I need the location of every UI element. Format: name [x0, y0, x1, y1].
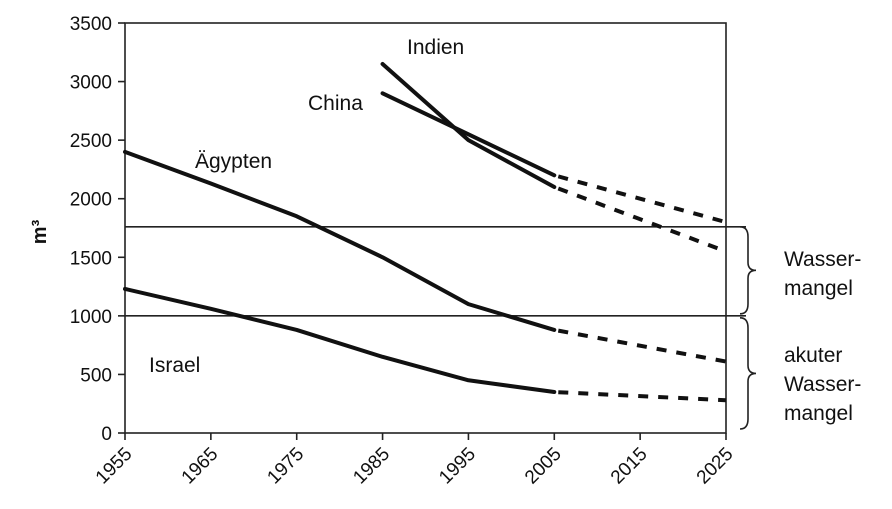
y-tick-label: 3500	[70, 14, 112, 35]
series-labels: Indien China Ägypten Israel	[149, 36, 464, 377]
x-tick-label: 2025	[693, 444, 738, 489]
brace-acute-water-shortage	[739, 317, 757, 430]
series-line-israel	[123, 286, 557, 394]
series-projection-china	[557, 174, 727, 225]
y-tick-label: 0	[101, 424, 112, 445]
y-tick-label: 500	[80, 365, 112, 386]
y-tick-label: 2500	[70, 131, 112, 152]
threshold-lines	[125, 226, 746, 317]
series-line-indien	[380, 62, 557, 189]
brace-water-shortage	[739, 226, 757, 315]
y-tick-label: 3000	[70, 73, 112, 94]
series-label-israel: Israel	[149, 354, 200, 377]
series-projection-gypten	[557, 328, 727, 364]
x-tick-label: 1985	[349, 444, 394, 489]
annotation-water-shortage-line-2: mangel	[784, 277, 853, 300]
series-label-china: China	[308, 92, 363, 115]
x-tick-label: 1965	[178, 444, 223, 489]
y-tick-label: 1500	[70, 248, 112, 269]
x-tick-label: 1995	[435, 444, 480, 489]
range-braces	[739, 226, 757, 430]
annotation-water-shortage-line-1: Wasser-	[784, 248, 861, 271]
series-label-aegypten: Ägypten	[195, 150, 272, 173]
range-annotations: Wasser- mangel akuter Wasser- mangel	[784, 248, 861, 425]
x-tick-label: 2005	[521, 444, 566, 489]
series-projection-israel	[558, 390, 727, 403]
series-projection-indien	[557, 186, 727, 254]
annotation-acute-line-3: mangel	[784, 402, 853, 425]
y-tick-label: 1000	[70, 307, 112, 328]
series-label-indien: Indien	[407, 36, 464, 59]
x-tick-label: 1955	[92, 444, 137, 489]
annotation-acute-line-1: akuter	[784, 344, 842, 367]
series-line-china	[380, 91, 557, 178]
y-tick-label: 2000	[70, 190, 112, 211]
y-axis-label: m³	[29, 219, 51, 244]
y-tick-labels: 0 500 1000 1500 2000 2500 3000 3500	[70, 14, 125, 445]
plot-frame	[124, 22, 727, 434]
series-line-gypten	[123, 149, 557, 332]
series-lines	[123, 62, 727, 403]
x-tick-label: 1975	[264, 444, 309, 489]
x-tick-label: 2015	[607, 444, 652, 489]
axes	[124, 22, 727, 434]
annotation-acute-line-2: Wasser-	[784, 373, 861, 396]
x-tick-labels: 1955 1965 1975 1985 1995 2005 2015 2025	[92, 433, 738, 488]
